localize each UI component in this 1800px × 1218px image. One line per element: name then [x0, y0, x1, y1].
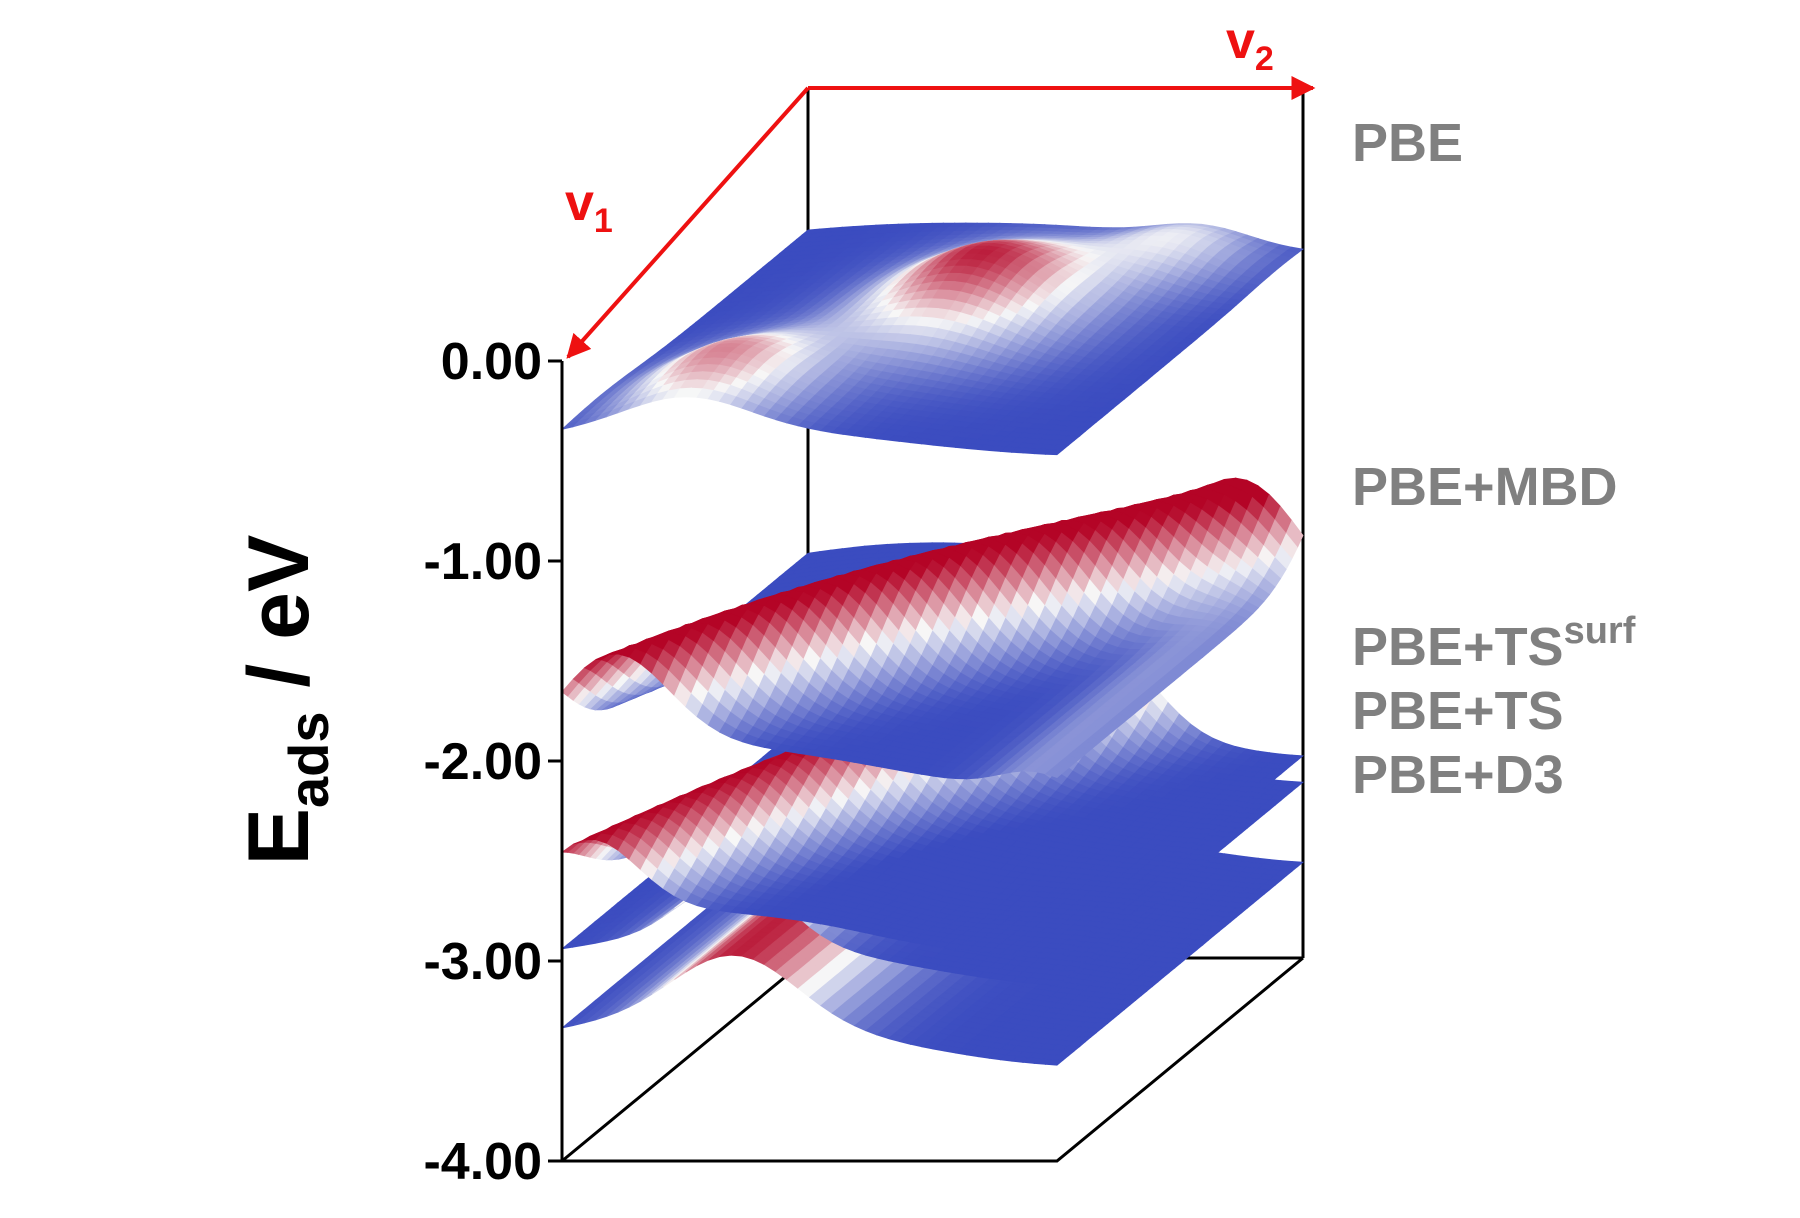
- surface-0: [562, 223, 1303, 455]
- legend-entry: PBE: [1352, 113, 1463, 173]
- legend-entry: PBE+MBD: [1352, 457, 1618, 517]
- v2-label: v2: [1226, 12, 1274, 78]
- legend-entry: PBE+TS: [1352, 681, 1564, 741]
- legend-entry: PBE+D3: [1352, 745, 1564, 805]
- legend-entry: PBE+TSsurf: [1352, 610, 1636, 677]
- z-tick-label: -3.00: [423, 933, 542, 991]
- z-tick-label: 0.00: [441, 333, 542, 391]
- v1-label: v1: [565, 174, 613, 240]
- surfaces: [562, 223, 1303, 1065]
- z-ticks: 0.00 -1.00 -2.00 -3.00 -4.00: [423, 333, 562, 1191]
- y-axis-label: Eads / eV: [231, 535, 340, 866]
- z-tick-label: -4.00: [423, 1133, 542, 1191]
- z-tick-label: -2.00: [423, 733, 542, 791]
- y-label: Eads / eV: [231, 535, 340, 866]
- z-tick-label: -1.00: [423, 533, 542, 591]
